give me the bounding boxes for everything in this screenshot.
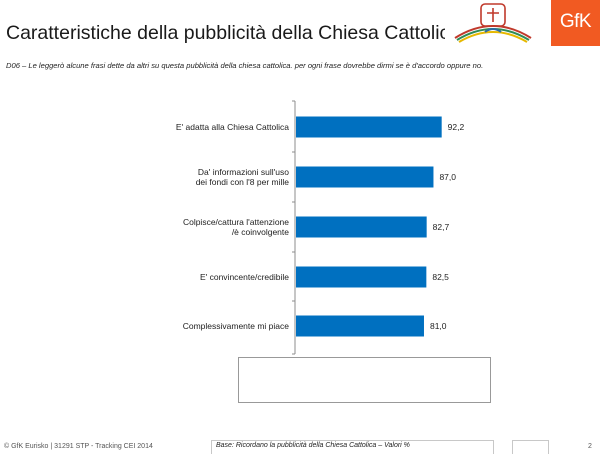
bar	[296, 116, 442, 138]
page-number: 2	[588, 443, 592, 450]
small-box	[512, 440, 549, 454]
footnote-box	[238, 357, 491, 403]
data-label: 82,7	[433, 222, 450, 232]
data-label: 87,0	[439, 172, 456, 182]
category-label: Complessivamente mi piace	[183, 321, 290, 331]
category-label: Da' informazioni sull'uso	[198, 167, 289, 177]
gfk-logo: GfK	[551, 0, 600, 46]
bar	[296, 166, 434, 188]
cei-logo	[445, 0, 541, 46]
category-label: E' convincente/credibile	[200, 272, 289, 282]
data-label: 92,2	[448, 122, 465, 132]
page-title: Caratteristiche della pubblicità della C…	[6, 22, 461, 44]
category-label: dei fondi con l'8 per mille	[196, 177, 290, 187]
bar	[296, 216, 427, 238]
footer-base-note: Base: Ricordano la pubblicità della Chie…	[216, 442, 410, 449]
bar	[296, 315, 424, 337]
data-label: 81,0	[430, 321, 447, 331]
base-box	[211, 440, 494, 454]
question-text: D06 – Le leggerò alcune frasi dette da a…	[6, 61, 484, 70]
bar	[296, 266, 427, 288]
footer-copyright: © GfK Eurisko | 31291 STP - Tracking CEI…	[4, 443, 153, 450]
category-label: /è coinvolgente	[232, 227, 289, 237]
category-label: E' adatta alla Chiesa Cattolica	[176, 122, 289, 132]
data-label: 82,5	[432, 272, 449, 282]
category-label: Colpisce/cattura l'attenzione	[183, 217, 289, 227]
